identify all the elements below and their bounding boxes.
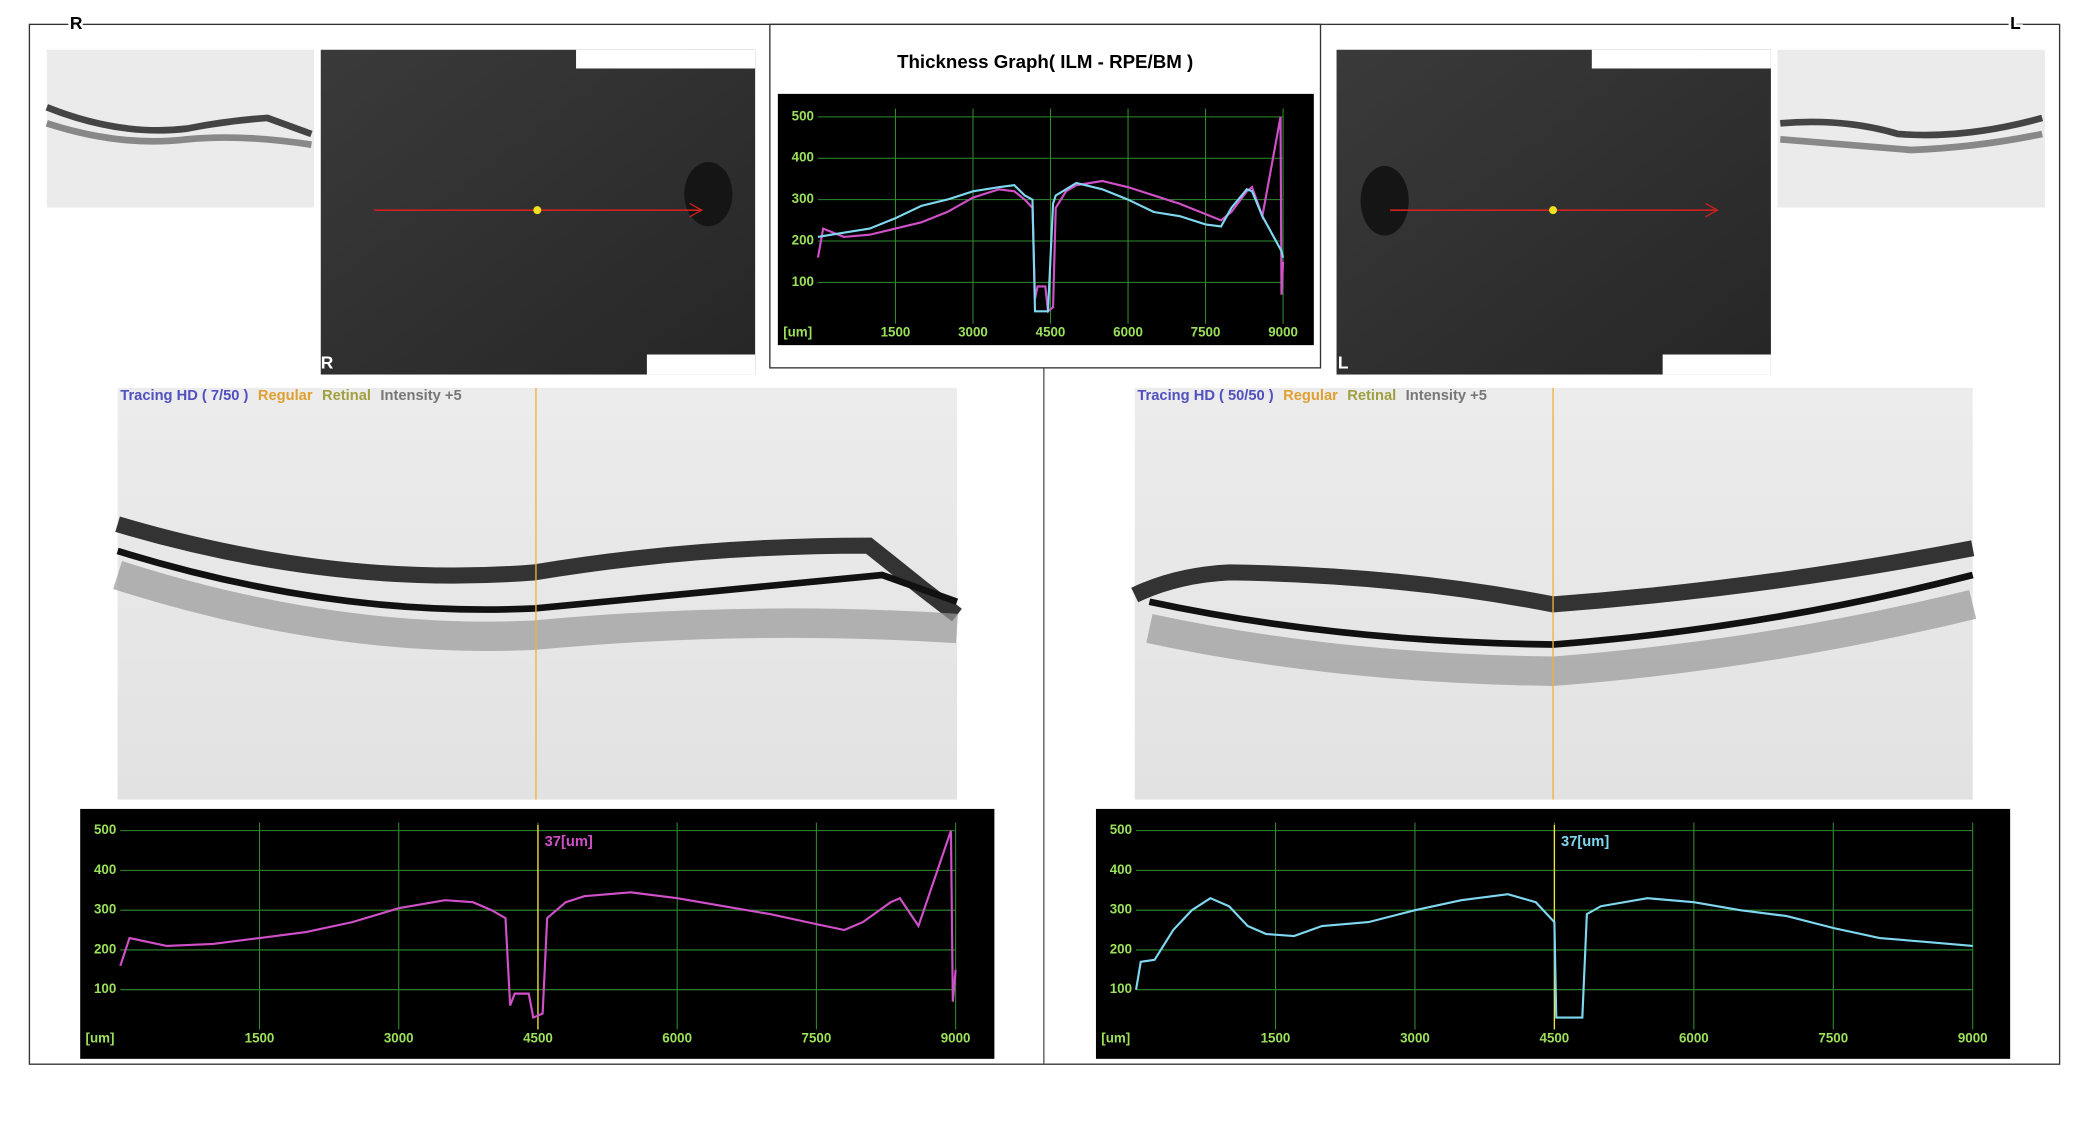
scan-info-part: Tracing HD ( 7/50 )	[120, 388, 248, 404]
y-tick-label: 400	[94, 862, 116, 877]
x-tick-label: 1500	[1261, 1030, 1291, 1045]
x-tick-label: 7500	[1191, 325, 1221, 340]
x-tick-label: 9000	[1958, 1030, 1988, 1045]
y-tick-label: 300	[94, 902, 116, 917]
retina-layer	[45, 104, 313, 138]
x-tick-label: 6000	[1113, 325, 1143, 340]
image-edge	[576, 49, 756, 69]
x-tick-label: 6000	[1679, 1030, 1709, 1045]
x-axis-label: [um]	[86, 1030, 115, 1045]
y-tick-label: 400	[792, 150, 814, 165]
arrow-head	[1705, 202, 1719, 218]
eye-label: L	[1338, 352, 1349, 372]
scan-info-part: Tracing HD ( 50/50 )	[1137, 388, 1273, 404]
image-edge	[646, 354, 756, 375]
scan-info-part: Intensity +5	[1406, 388, 1487, 404]
x-tick-label: 9000	[1268, 325, 1298, 340]
oct-scan	[117, 387, 957, 800]
x-tick-label: 1500	[881, 325, 911, 340]
thickness-line	[1135, 893, 1973, 1019]
x-tick-label: 4500	[1540, 1030, 1570, 1045]
arrow-head	[689, 202, 704, 218]
retina-layer	[45, 120, 312, 148]
fovea-dot	[1549, 206, 1558, 215]
optic-disc	[684, 162, 733, 227]
thickness-line	[817, 181, 1285, 313]
y-tick-label: 300	[1110, 902, 1132, 917]
scan-info-part: Intensity +5	[380, 388, 461, 404]
y-tick-label: 500	[1110, 822, 1132, 837]
choroid	[113, 561, 958, 651]
eye-label: R	[321, 352, 334, 372]
x-tick-label: 4500	[523, 1030, 553, 1045]
x-tick-label: 7500	[802, 1030, 832, 1045]
y-tick-label: 200	[94, 941, 116, 956]
retina-layer	[1779, 130, 2043, 154]
corner-label: L	[2010, 13, 2021, 33]
scan-info-part: Regular	[1283, 388, 1338, 404]
y-tick-label: 100	[792, 274, 814, 289]
x-axis-label: [um]	[783, 325, 812, 340]
cursor-label: 37[um]	[1561, 834, 1609, 850]
y-tick-label: 100	[94, 981, 116, 996]
fovea-dot	[533, 206, 542, 215]
retina-layer	[1779, 114, 2044, 139]
optic-disc	[1360, 166, 1409, 236]
scan-info-part: Regular	[258, 388, 313, 404]
y-tick-label: 200	[792, 233, 814, 248]
x-tick-label: 6000	[662, 1030, 692, 1045]
thickness-line	[119, 830, 957, 1020]
x-tick-label: 3000	[384, 1030, 414, 1045]
thickness-line	[816, 116, 1285, 314]
image-edge	[1591, 49, 1771, 69]
chart-title: Thickness Graph( ILM - RPE/BM )	[897, 51, 1193, 72]
y-tick-label: 100	[1110, 981, 1132, 996]
chart-background	[1095, 808, 2011, 1059]
scan-info: Tracing HD ( 7/50 ) Regular Retinal Inte…	[120, 388, 461, 404]
y-tick-label: 200	[1110, 941, 1132, 956]
y-tick-label: 400	[1110, 862, 1132, 877]
x-tick-label: 9000	[941, 1030, 971, 1045]
x-tick-label: 7500	[1818, 1030, 1848, 1045]
y-tick-label: 300	[792, 191, 814, 206]
chart-background	[777, 93, 1314, 346]
cursor-label: 37[um]	[545, 834, 593, 850]
image-edge	[1662, 354, 1771, 375]
x-tick-label: 1500	[245, 1030, 275, 1045]
x-axis-label: [um]	[1101, 1030, 1130, 1045]
x-tick-label: 3000	[1400, 1030, 1430, 1045]
scan-info: Tracing HD ( 50/50 ) Regular Retinal Int…	[1137, 388, 1487, 404]
scan-info-part: Retinal	[322, 388, 371, 404]
y-tick-label: 500	[94, 822, 116, 837]
scan-info-part: Retinal	[1347, 388, 1396, 404]
x-tick-label: 4500	[1036, 325, 1066, 340]
x-tick-label: 3000	[958, 325, 988, 340]
corner-label: R	[70, 13, 83, 33]
y-tick-label: 500	[792, 108, 814, 123]
rpe-layer	[116, 547, 959, 613]
retina-layer	[115, 516, 962, 622]
retina-layer	[1131, 540, 1975, 613]
